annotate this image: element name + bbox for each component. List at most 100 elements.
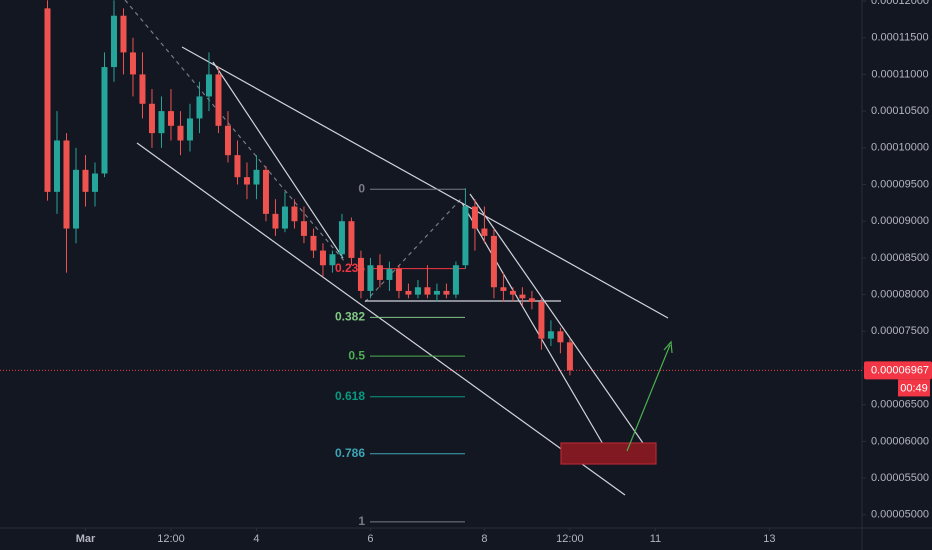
candle-body [338,221,345,255]
candle-body [348,221,355,258]
candle-body [519,294,526,299]
candle-body [129,52,136,75]
y-tick-label: 0.00009000 [871,215,929,227]
y-tick-label: 0.00005000 [871,509,929,521]
y-tick-label: 0.00010000 [871,142,929,154]
candle-body [243,177,250,185]
candle-body [234,155,241,178]
candle-body [319,250,326,266]
candle-body [148,103,155,134]
candle-body [376,265,383,280]
candle-body [186,118,193,141]
fib-label: 0 [358,181,365,195]
fibonacci: 0 0.236 0.382 0.5 0.618 0.786 1 [335,181,465,528]
candle-body [44,8,51,192]
candle-body [414,287,421,295]
candle-body [158,111,165,134]
candle-body [205,74,212,97]
candle-body [395,268,402,291]
candle-body [224,125,231,156]
candle-body [101,67,108,174]
price-badge [864,361,932,380]
candle-body [253,169,260,185]
candle-body [63,140,70,229]
candle-body [167,111,174,126]
candle-body [452,265,459,295]
fib-label: 0.786 [335,446,365,460]
x-tick-label: 11 [650,533,661,545]
y-tick-label: 0.00011500 [871,32,928,44]
x-tick-label: 6 [367,533,373,545]
candle-body [424,287,431,295]
target-zone [560,442,657,465]
candle-body [566,342,573,371]
candle-body [481,228,488,236]
fib-label: 1 [358,514,365,528]
x-tick-label: 13 [763,533,775,545]
candle-body [528,298,535,302]
candle-body [82,169,89,192]
candle-body [281,206,288,229]
x-tick-label: 4 [253,533,259,545]
candle-body [291,206,298,222]
y-tick-label: 0.00005500 [871,472,929,484]
trend-line [212,61,344,259]
countdown-label: 00:49 [900,382,928,394]
candle-body [462,206,469,266]
arrow [626,344,671,452]
x-tick-label: Mar [76,533,96,545]
candle-body [196,96,203,119]
candle-body [547,331,554,339]
candle-body [471,206,478,229]
candle-body [300,221,307,236]
x-tick-label: 12:00 [556,533,584,545]
drawings [124,0,673,496]
candle-body [91,173,98,192]
candle-body [490,235,497,288]
candle-body [139,74,146,104]
candles [44,0,573,376]
candle-body [177,125,184,141]
x-tick-label: 12:00 [157,533,185,545]
candle-body [72,169,79,229]
candle-body [272,213,279,229]
candle-body [110,15,117,68]
y-tick-label: 0.00009500 [871,178,929,190]
y-tick-label: 0.00011000 [871,68,928,80]
fib-label: 0.382 [335,310,365,324]
y-tick-label: 0.00007500 [871,325,929,337]
candle-body [329,254,336,266]
candle-body [443,290,450,295]
candle-body [120,15,127,53]
arrow-head [663,340,673,354]
candle-body [433,290,440,295]
trend-line [124,0,346,263]
candle-body [405,290,412,295]
fib-label: 0.5 [348,348,365,362]
candle-body [538,301,545,339]
candle-body [262,169,269,214]
trend-line [469,193,646,447]
y-tick-label: 0.00008500 [871,252,929,264]
trend-line [181,46,669,319]
y-tick-label: 0.00012000 [871,0,929,7]
x-tick-label: 8 [481,533,487,545]
fib-label: 0.618 [335,389,365,403]
trend-line [461,202,608,452]
y-tick-label: 0.00008000 [871,289,929,301]
candle-body [357,257,364,291]
candle-body [367,265,374,291]
candle-body [53,140,60,192]
fib-label: 0.236 [335,261,365,275]
y-tick-label: 0.00006500 [871,399,929,411]
y-tick-label: 0.00006000 [871,435,929,447]
trend-line [136,142,626,496]
candle-body [500,287,507,291]
countdown-badge [898,379,930,397]
candle-body [509,290,516,295]
candle-body [557,331,564,343]
price-label: 0.00006967 [871,364,929,376]
y-tick-label: 0.00010500 [871,105,929,117]
